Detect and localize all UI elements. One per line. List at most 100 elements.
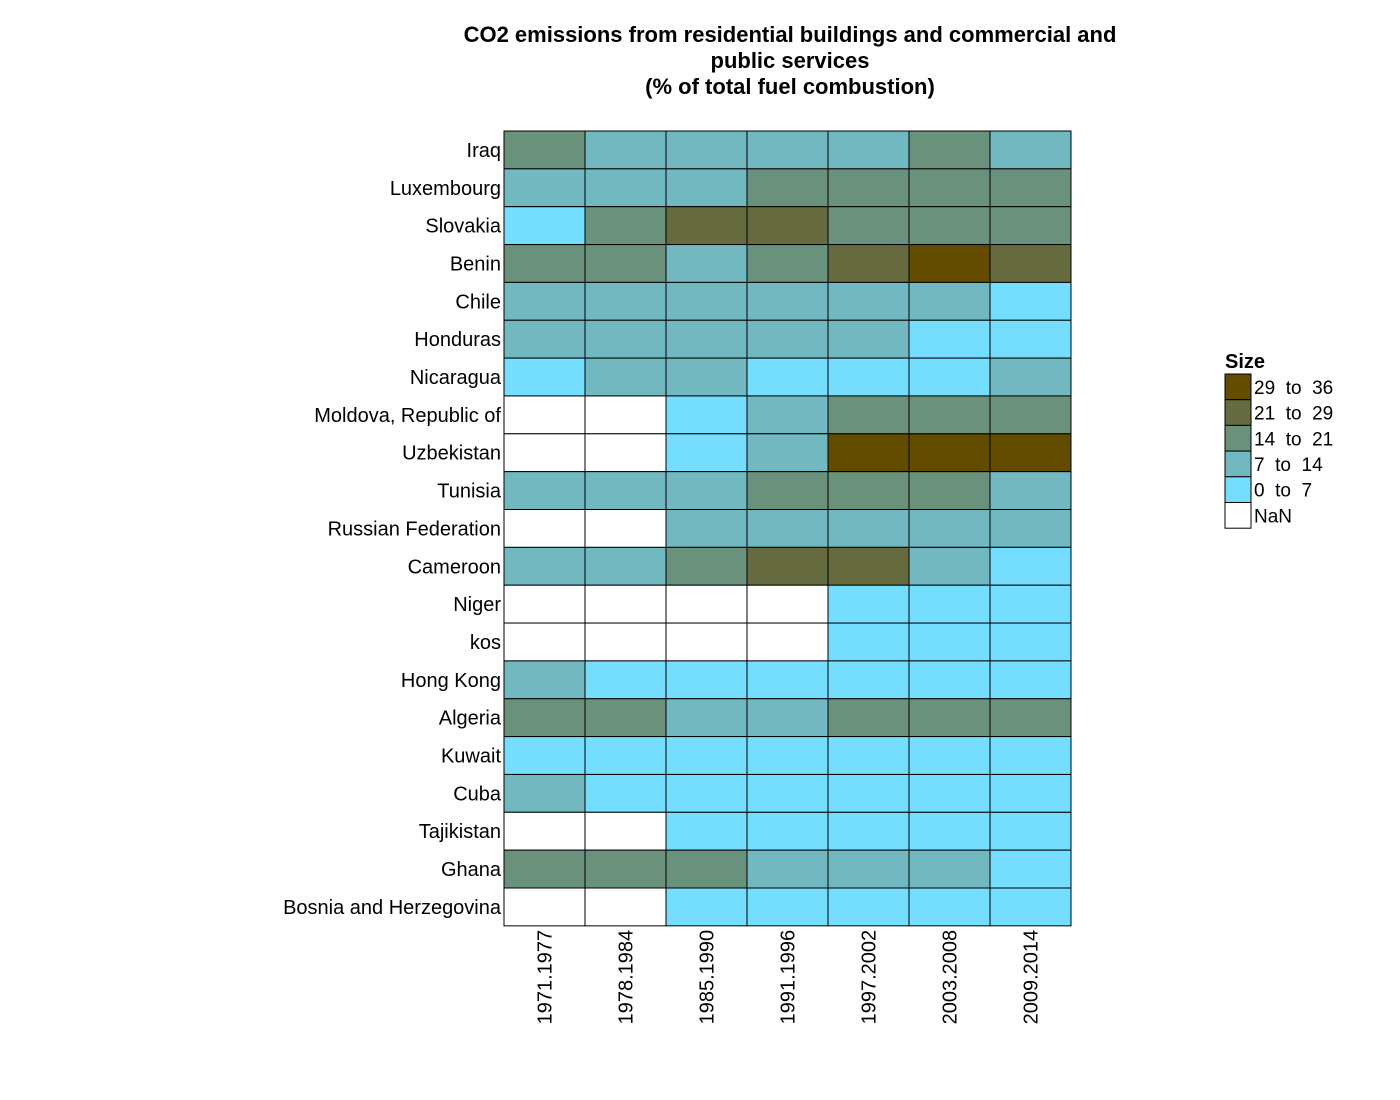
heatmap-cell bbox=[989, 244, 1072, 283]
heatmap-cell bbox=[503, 849, 586, 889]
heatmap-cell bbox=[665, 509, 748, 548]
heatmap-cell bbox=[746, 244, 829, 283]
heatmap-cell bbox=[503, 281, 586, 321]
heatmap-cell bbox=[827, 471, 910, 510]
heatmap-cell bbox=[503, 736, 586, 775]
heatmap-cell bbox=[665, 660, 748, 700]
heatmap-cell bbox=[584, 206, 667, 246]
heatmap-cell bbox=[503, 811, 586, 851]
legend-label: 14 to 21 bbox=[1254, 429, 1333, 450]
heatmap-cell bbox=[989, 660, 1072, 700]
heatmap-cell bbox=[665, 773, 748, 813]
heatmap-cell bbox=[746, 622, 829, 662]
heatmap-cell bbox=[665, 622, 748, 662]
heatmap-cell bbox=[665, 546, 748, 586]
heatmap-cell bbox=[827, 811, 910, 851]
heatmap-cell bbox=[989, 698, 1072, 738]
heatmap-cell bbox=[665, 206, 748, 246]
heatmap-cell bbox=[827, 849, 910, 889]
heatmap-cell bbox=[827, 773, 910, 813]
heatmap-cell bbox=[584, 130, 667, 170]
column-label: 1985.1990 bbox=[697, 930, 719, 1025]
heatmap-cell bbox=[584, 319, 667, 359]
heatmap-cell bbox=[503, 584, 586, 624]
heatmap-cell bbox=[827, 395, 910, 435]
column-labels: 1971.1977 1978.1984 1985.1990 1991.1996 1997… bbox=[535, 930, 1043, 1025]
heatmap-cell bbox=[503, 433, 586, 473]
heatmap-cell bbox=[503, 206, 586, 246]
heatmap-cell bbox=[584, 698, 667, 738]
heatmap-cell bbox=[746, 206, 829, 246]
heatmap-cell bbox=[908, 168, 991, 208]
heatmap-cell bbox=[827, 622, 910, 662]
heatmap-cell bbox=[989, 357, 1072, 397]
heatmap-cell bbox=[503, 471, 586, 510]
heatmap-cell bbox=[665, 887, 748, 927]
heatmap-cell bbox=[989, 319, 1072, 359]
heatmap-cell bbox=[989, 433, 1072, 473]
heatmap-cell bbox=[746, 471, 829, 510]
heatmap-cell bbox=[746, 319, 829, 359]
heatmap-cell bbox=[989, 395, 1072, 435]
column-label: 2003.2008 bbox=[940, 930, 962, 1025]
heatmap-cell bbox=[503, 622, 586, 662]
heatmap-cell bbox=[665, 281, 748, 321]
heatmap-cell bbox=[908, 433, 991, 473]
heatmap-cell bbox=[503, 319, 586, 359]
heatmap-cell bbox=[827, 281, 910, 321]
heatmap-cell bbox=[665, 584, 748, 624]
heatmap-cell bbox=[746, 281, 829, 321]
heatmap-cell bbox=[827, 698, 910, 738]
heatmap-cell bbox=[989, 168, 1072, 208]
row-label: Chile bbox=[455, 291, 501, 313]
column-label: 2009.2014 bbox=[1021, 930, 1043, 1025]
heatmap-cell bbox=[584, 168, 667, 208]
heatmap-cell bbox=[665, 849, 748, 889]
heatmap-cell bbox=[746, 546, 829, 586]
column-label: 1971.1977 bbox=[535, 930, 557, 1025]
heatmap-cell bbox=[746, 698, 829, 738]
legend-swatch bbox=[1224, 476, 1252, 503]
heatmap-cell bbox=[989, 887, 1072, 927]
legend-swatch bbox=[1224, 450, 1252, 478]
row-label: Niger bbox=[453, 594, 501, 616]
heatmap-cell bbox=[989, 584, 1072, 624]
heatmap-cell bbox=[584, 584, 667, 624]
heatmap-cell bbox=[746, 168, 829, 208]
row-label: Hong Kong bbox=[401, 670, 501, 692]
heatmap-cell bbox=[827, 206, 910, 246]
heatmap-cell bbox=[503, 660, 586, 700]
row-label: Russian Federation bbox=[328, 518, 501, 540]
heatmap-cell bbox=[503, 546, 586, 586]
row-label: Luxembourg bbox=[390, 178, 501, 200]
row-label: Iraq bbox=[467, 140, 501, 162]
row-label: Ghana bbox=[441, 859, 502, 881]
heatmap-cell bbox=[908, 357, 991, 397]
heatmap-cell bbox=[908, 849, 991, 889]
heatmap-cell bbox=[584, 736, 667, 775]
heatmap-cell bbox=[989, 811, 1072, 851]
heatmap-cell bbox=[665, 168, 748, 208]
column-label: 1997.2002 bbox=[859, 930, 881, 1025]
heatmap-cell bbox=[746, 660, 829, 700]
heatmap-cell bbox=[665, 433, 748, 473]
legend-label: NaN bbox=[1254, 506, 1292, 527]
chart-title-line-3: (% of total fuel combustion) bbox=[645, 74, 935, 99]
row-label: Benin bbox=[450, 253, 501, 275]
heatmap-cell bbox=[989, 509, 1072, 548]
heatmap-cell bbox=[503, 130, 586, 170]
heatmap-cell bbox=[827, 584, 910, 624]
heatmap-cell bbox=[584, 357, 667, 397]
heatmap-cell bbox=[746, 357, 829, 397]
heatmap-cell bbox=[989, 206, 1072, 246]
heatmap-cell bbox=[503, 395, 586, 435]
heatmap-cell bbox=[584, 509, 667, 548]
heatmap-cell bbox=[827, 736, 910, 775]
heatmap-cell bbox=[584, 887, 667, 927]
heatmap-cell bbox=[989, 773, 1072, 813]
heatmap-cell bbox=[989, 471, 1072, 510]
heatmap-cell bbox=[989, 849, 1072, 889]
heatmap-cell bbox=[665, 319, 748, 359]
legend-label: 7 to 14 bbox=[1254, 455, 1323, 476]
